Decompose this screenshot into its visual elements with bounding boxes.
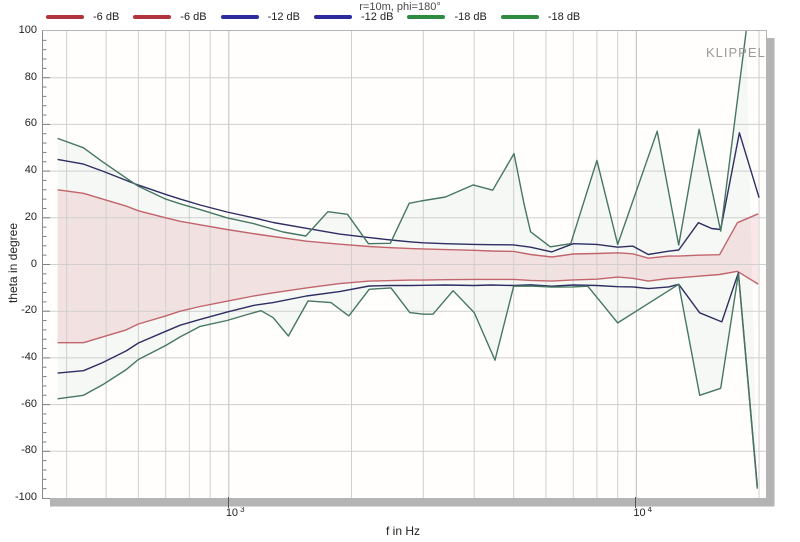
y-tick-label: 60 — [24, 117, 37, 130]
y-tick-label: 80 — [24, 70, 37, 83]
legend-item: -18 dB — [500, 11, 581, 23]
series--18-dB-lower — [57, 273, 758, 489]
legend-item: -6 dB — [46, 11, 119, 23]
legend: -6 dB -6 dB -12 dB -12 dB -18 dB -18 dB — [46, 11, 594, 23]
legend-label: -18 dB — [547, 11, 581, 23]
legend-item: -12 dB — [220, 11, 301, 23]
shadow-bottom — [50, 498, 774, 507]
series--12-dB-lower — [57, 271, 758, 487]
chart-title: r=10m, phi=180° — [359, 1, 441, 13]
y-tick-label: 0 — [30, 257, 37, 270]
y-tick-label: -80 — [21, 444, 37, 457]
shadow-right — [766, 38, 775, 506]
series--6-dB-lower — [57, 270, 759, 344]
y-tick-label: 40 — [24, 164, 37, 177]
plot-area — [42, 30, 767, 499]
y-axis-label: theta in degree — [6, 222, 20, 304]
legend-swatch — [500, 15, 539, 19]
series--6-dB-upper — [57, 189, 759, 259]
legend-label: -18 dB — [454, 11, 487, 23]
legend-label: -12 dB — [361, 11, 394, 23]
legend-label: -12 dB — [267, 11, 301, 23]
x-tick-label: 10 3 — [225, 505, 245, 519]
y-tick-label: -60 — [21, 397, 37, 410]
x-axis-label: f in Hz — [385, 524, 420, 538]
y-tick-label: 20 — [24, 210, 37, 223]
x-tick-mark — [635, 497, 637, 508]
legend-swatch — [220, 15, 259, 19]
series--18-dB-upper — [57, 31, 747, 248]
legend-item: -6 dB — [133, 11, 207, 23]
series--12-dB-upper — [57, 132, 760, 256]
legend-item: -18 dB — [407, 11, 487, 23]
klippel-watermark: KLIPPEL — [706, 45, 766, 60]
legend-swatch — [46, 15, 84, 19]
y-tick-label: -100 — [14, 491, 37, 503]
band-6db-fill — [57, 189, 759, 343]
legend-label: -6 dB — [180, 11, 207, 23]
x-tick-label: 10 4 — [633, 505, 653, 519]
y-tick-label: 100 — [18, 24, 37, 36]
y-tick-label: -40 — [21, 350, 37, 363]
y-tick-label: -20 — [21, 304, 37, 317]
legend-item: -12 dB — [314, 11, 393, 23]
legend-swatch — [407, 15, 446, 19]
plot-canvas — [43, 31, 766, 498]
legend-swatch — [133, 15, 172, 19]
legend-label: -6 dB — [93, 11, 120, 23]
band-18db-fill — [57, 31, 758, 489]
x-tick-mark — [227, 497, 229, 508]
legend-swatch — [314, 15, 353, 19]
